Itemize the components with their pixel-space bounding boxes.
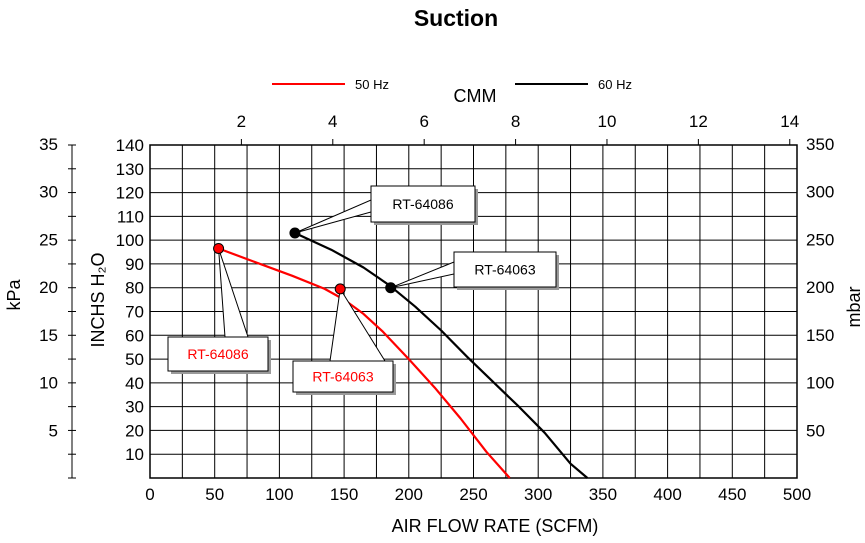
- x2-tick-label: 10: [598, 112, 617, 131]
- x2-tick-label: 6: [419, 112, 428, 131]
- callout-pointer: [390, 261, 455, 289]
- data-point-marker: [334, 283, 346, 295]
- mbar-tick-label: 300: [806, 183, 834, 202]
- x-tick-label: 350: [589, 485, 617, 504]
- legend-label-60hz: 60 Hz: [598, 77, 632, 92]
- data-point-marker: [385, 282, 397, 294]
- x-tick-label: 100: [265, 485, 293, 504]
- callout-label: RT-64063: [474, 262, 535, 278]
- callout-box: [453, 251, 557, 288]
- kpa-tick-label: 20: [39, 278, 58, 297]
- y-tick-label: 60: [125, 326, 144, 345]
- x-axis-label: AIR FLOW RATE (SCFM): [392, 516, 599, 536]
- kpa-tick-label: 15: [39, 326, 58, 345]
- callouts: RT-64086 RT-64063 RT-64086 RT-64063: [167, 185, 559, 395]
- callout-box: [292, 360, 394, 393]
- series-line-50-hz: [218, 247, 511, 479]
- legend: 50 Hz 60 Hz: [272, 77, 632, 92]
- kpa-tick-label: 10: [39, 374, 58, 393]
- mbar-tick-label: 200: [806, 278, 834, 297]
- x-tick-label: 50: [205, 485, 224, 504]
- y-tick-label: 30: [125, 398, 144, 417]
- callout-box: [370, 185, 476, 223]
- kpa-axis-label: kPa: [4, 279, 24, 311]
- y-tick-label: 120: [116, 184, 144, 203]
- kpa-tick-label: 25: [39, 230, 58, 249]
- x-tick-label: 150: [330, 485, 358, 504]
- x2-tick-label: 14: [780, 112, 799, 131]
- x-tick-label: 400: [653, 485, 681, 504]
- x-tick-label: 500: [783, 485, 811, 504]
- y-tick-label: 130: [116, 160, 144, 179]
- series-lines: [218, 232, 589, 479]
- mbar-axis-label: mbar: [844, 286, 864, 327]
- mbar-tick-label: 350: [806, 135, 834, 154]
- x2-tick-label: 4: [328, 112, 337, 131]
- chart-title: Suction: [414, 5, 498, 31]
- callout-label: RT-64063: [312, 369, 373, 385]
- y-tick-label: 20: [125, 421, 144, 440]
- mbar-tick-label: 250: [806, 230, 834, 249]
- plot-frame: [149, 144, 798, 479]
- y-tick-label: 50: [125, 350, 144, 369]
- y-tick-label: 80: [125, 279, 144, 298]
- callout-label: RT-64086: [187, 346, 248, 362]
- data-point-marker: [289, 227, 301, 239]
- top-axis-label: CMM: [454, 86, 497, 106]
- y-tick-label: 140: [116, 136, 144, 155]
- x-tick-label: 0: [145, 485, 154, 504]
- inches-h2o-axis-label: INCHS H₂O: [88, 253, 108, 348]
- y-tick-label: 70: [125, 303, 144, 322]
- x2-tick-label: 2: [237, 112, 246, 131]
- legend-label-50hz: 50 Hz: [355, 77, 389, 92]
- series-line-60-hz: [294, 232, 589, 479]
- data-point-marker: [213, 242, 225, 254]
- y-tick-label: 100: [116, 231, 144, 250]
- tick-labels: 0 50 100 150 200 250 300 350 400 450 500 2 4 6 8 10 12 14…: [39, 112, 834, 504]
- x-tick-label: 250: [459, 485, 487, 504]
- mbar-tick-label: 150: [806, 326, 834, 345]
- x2-tick-label: 8: [511, 112, 520, 131]
- kpa-tick-label: 30: [39, 183, 58, 202]
- callout-pointer: [218, 248, 249, 338]
- y-tick-label: 40: [125, 374, 144, 393]
- x-tick-label: 200: [395, 485, 423, 504]
- callout-label: RT-64086: [392, 196, 453, 212]
- y-tick-label: 10: [125, 445, 144, 464]
- kpa-tick-label: 35: [39, 135, 58, 154]
- y-tick-label: 110: [117, 207, 144, 226]
- y-tick-label: 90: [125, 255, 144, 274]
- x-tick-label: 300: [524, 485, 552, 504]
- x-tick-label: 450: [718, 485, 746, 504]
- mbar-tick-label: 50: [806, 421, 825, 440]
- x2-tick-label: 12: [689, 112, 708, 131]
- kpa-tick-label: 5: [49, 421, 58, 440]
- mbar-tick-label: 100: [806, 374, 834, 393]
- callout-box: [167, 336, 269, 372]
